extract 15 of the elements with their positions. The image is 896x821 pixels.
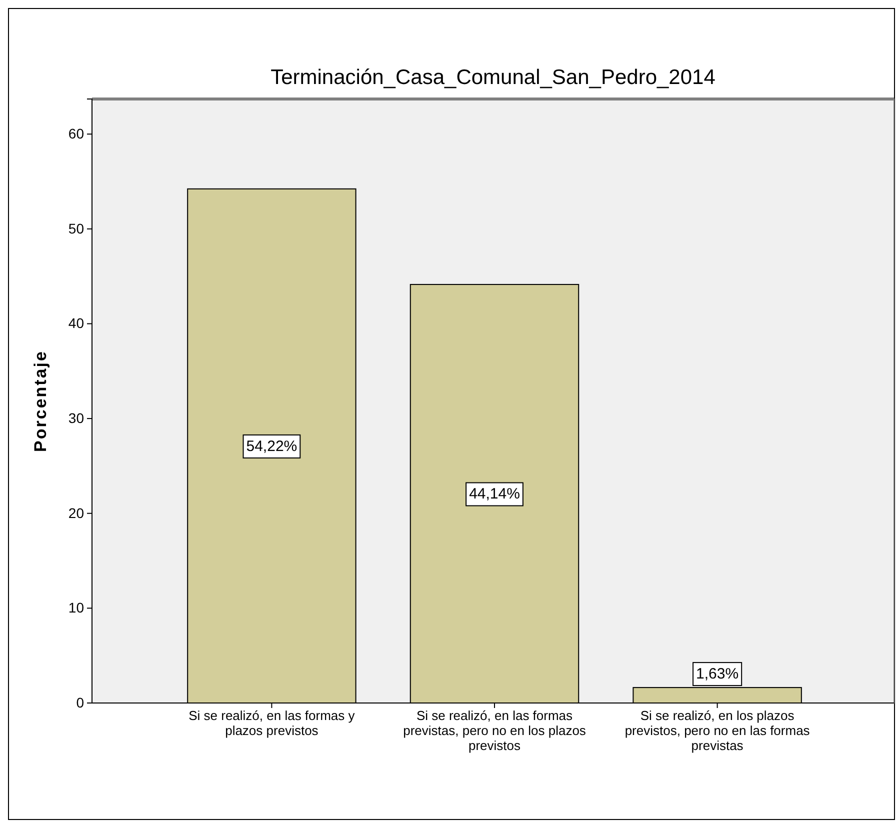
- y-tick-label: 60: [68, 126, 84, 142]
- x-tick-label: Si se realizó, en los plazos previstos, pero no en las formas previstas: [624, 708, 810, 754]
- x-tick-label: Si se realizó, en las formas y plazos previstos: [188, 708, 356, 738]
- y-tick-label: 40: [68, 315, 84, 332]
- chart-title: Terminación_Casa_Comunal_San_Pedro_2014: [270, 66, 716, 89]
- y-tick-label: 10: [68, 600, 84, 616]
- y-tick-label: 50: [68, 220, 84, 236]
- data-label: 54,22%: [246, 438, 298, 455]
- x-tick-label: Si se realizó, en las formas previstas, pero no en los plazos previstos: [403, 708, 586, 754]
- data-label: 1,63%: [696, 666, 739, 683]
- data-label: 44,14%: [469, 486, 520, 503]
- y-tick-label: 0: [76, 694, 84, 710]
- y-axis-title: Porcentaje: [31, 350, 50, 452]
- y-tick-label: 30: [68, 410, 84, 426]
- y-tick-label: 20: [68, 504, 84, 521]
